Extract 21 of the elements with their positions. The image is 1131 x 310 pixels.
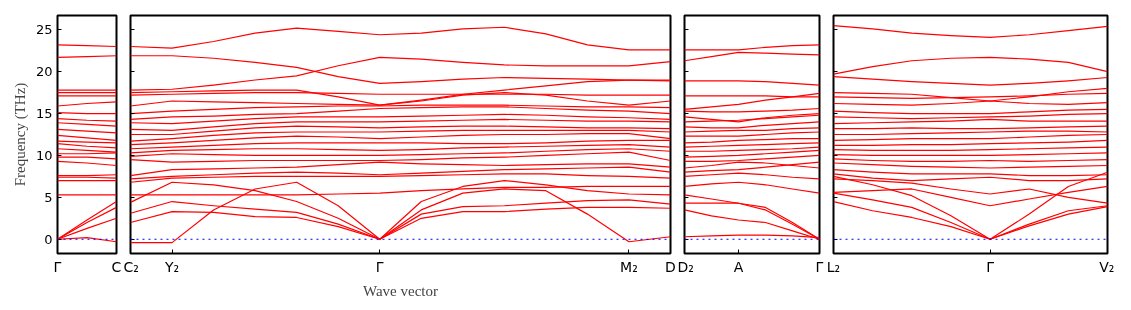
x-tick-label: D₂: [677, 258, 694, 275]
x-tick-label: Γ: [986, 258, 995, 275]
x-tick-label: A: [733, 258, 744, 275]
x-tick-label: Y₂: [163, 258, 180, 275]
x-tick-label: D: [665, 258, 676, 275]
x-tick-label: V₂: [1099, 258, 1115, 275]
y-axis-title: Frequency (THz): [11, 82, 29, 187]
x-tick-label: Γ: [53, 258, 62, 275]
x-tick-label: C₂: [123, 258, 139, 275]
x-tick-label: Γ: [375, 258, 384, 275]
y-tick-label: 15: [35, 106, 53, 122]
y-tick-label: 25: [35, 22, 53, 38]
y-tick-label: 0: [44, 231, 53, 247]
y-tick-label: 10: [35, 147, 53, 163]
x-axis-title: Wave vector: [363, 282, 438, 299]
x-tick-label: C: [111, 258, 122, 275]
y-tick-label: 5: [44, 189, 53, 205]
x-tick-label: Γ: [815, 258, 824, 275]
x-tick-label: M₂: [620, 258, 638, 275]
y-tick-label: 20: [35, 64, 53, 80]
x-tick-label: L₂: [826, 258, 841, 275]
